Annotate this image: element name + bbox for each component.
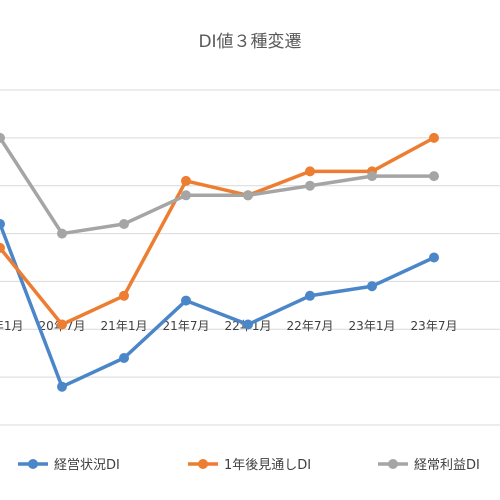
data-point: [367, 171, 377, 182]
data-point: [119, 353, 129, 363]
series-line: [0, 136, 435, 327]
data-point: [181, 295, 191, 306]
data-point: [119, 219, 129, 229]
x-tick-label: 22年7月: [287, 319, 334, 333]
x-tick-label: 23年7月: [411, 319, 458, 333]
data-point: [429, 132, 439, 143]
data-point: [57, 319, 67, 330]
series-1: [0, 219, 439, 392]
data-point: [57, 228, 67, 239]
data-point: [57, 381, 67, 392]
data-point: [305, 290, 315, 301]
series-3: [0, 132, 439, 239]
data-point: [429, 171, 439, 182]
chart-title: DI値３種変遷: [198, 32, 301, 52]
legend-label: 経常利益DI: [414, 458, 480, 473]
legend-label: 1年後見通しDI: [224, 458, 311, 473]
data-point: [305, 166, 315, 177]
legend-marker: [198, 459, 208, 469]
data-point: [0, 242, 5, 253]
data-point: [119, 290, 129, 301]
data-point: [429, 252, 439, 263]
data-point: [0, 219, 5, 229]
data-point: [243, 319, 253, 330]
legend-label: 経営状況DI: [54, 458, 120, 473]
x-tick-label: 21年7月: [163, 319, 210, 333]
x-tick-label: 21年1月: [101, 319, 148, 333]
data-point: [305, 180, 315, 191]
legend-item: 経営状況DI: [18, 458, 120, 473]
data-point: [0, 132, 5, 143]
legend: 経営状況DI 1年後見通しDI 経常利益DI: [18, 458, 480, 473]
data-point: [181, 175, 191, 186]
x-tick-label: 23年1月: [349, 319, 396, 333]
series-line: [0, 136, 434, 236]
data-point: [181, 190, 191, 201]
x-tick-label: 20年1月: [0, 319, 23, 333]
legend-marker: [388, 459, 398, 469]
series-line: [0, 223, 435, 389]
data-point: [367, 281, 377, 292]
data-point: [243, 190, 253, 201]
legend-marker: [28, 459, 38, 469]
series-layer: [0, 132, 439, 392]
legend-item: 1年後見通しDI: [188, 458, 311, 473]
legend-item: 経常利益DI: [378, 458, 480, 473]
